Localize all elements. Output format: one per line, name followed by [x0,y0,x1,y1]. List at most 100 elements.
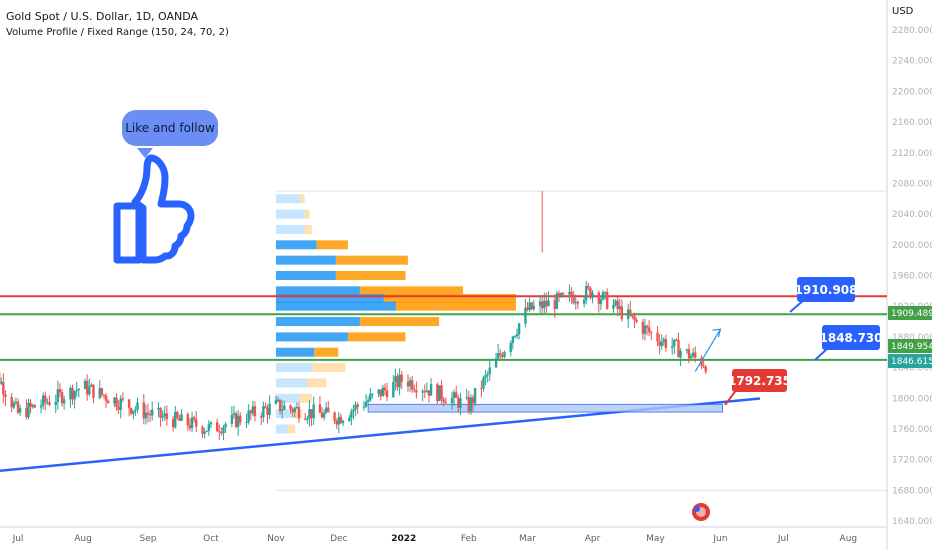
candle-body [27,402,30,418]
candle-body [159,407,162,418]
projection-arrow-head [712,328,722,338]
thumbs-up-shape [113,154,195,264]
candle-body [266,407,269,415]
profile-bar-down [304,209,310,219]
candle-body [142,402,146,419]
candle-body [421,391,424,393]
x-tick-label: Sep [140,534,157,544]
candle-body [438,385,441,402]
candle-body [348,417,351,421]
profile-bar-down [304,224,312,234]
price-badge-label: 1846.615 [891,357,932,367]
candle-body [509,343,512,353]
y-tick-label: 1680.000 [892,486,932,496]
candle-body [180,414,183,421]
candle-body [459,398,462,408]
candle-body [165,413,169,420]
candle-body [410,380,414,390]
candle-body [457,397,460,408]
x-tick-label: Mar [519,534,536,544]
candle-body [220,432,223,434]
candle-body [450,397,454,404]
indicator-label[interactable]: Volume Profile / Fixed Range (150, 24, 7… [6,27,229,38]
candle-body [561,293,565,295]
candle-body [222,427,225,434]
candle-body [134,409,137,411]
candle-body [18,408,22,413]
candle-body [46,402,49,404]
x-tick-label: Jul [12,534,24,544]
candle-body [620,306,624,320]
candle-body [647,327,651,333]
candle-body [406,381,410,387]
x-tick-label: 2022 [391,534,416,544]
candle-body [484,375,487,378]
candle-body [530,302,533,310]
candle-body [471,397,475,404]
profile-bar-down [316,240,348,250]
bubble-tail [137,148,153,158]
candle-body [482,377,485,389]
candle-body [612,304,615,309]
candle-body [88,386,91,395]
candle-body [174,411,177,428]
candle-body [427,390,431,396]
candle-body [77,388,81,391]
candle-body [132,410,135,414]
candle-body [473,388,477,404]
candle-body [117,407,120,410]
candle-body [394,376,397,382]
candle-body [685,349,689,351]
candle-body [515,333,519,337]
candle-body [576,301,580,304]
candle-body [274,399,278,404]
currency-label: USD [892,6,914,17]
candle-body [234,413,238,428]
candle-body [144,412,148,419]
x-tick-label: Jun [712,534,727,544]
profile-bar-down [307,378,327,388]
candle-body [62,399,66,404]
profile-bar-down [299,393,312,403]
candle-body [85,380,89,395]
candle-body [398,374,401,388]
candle-body [494,358,498,368]
candle-body [480,388,483,390]
candle-body [247,410,250,423]
candle-body [207,424,211,431]
candle-body [148,414,152,416]
candle-body [119,398,122,410]
candle-body [664,339,668,349]
candle-body [106,400,110,404]
candle-body [205,430,208,432]
candle-body [92,384,95,399]
candle-body [570,291,573,298]
candle-body [249,410,252,414]
candle-body [192,417,196,420]
candle-body [33,404,36,408]
chart-title: Gold Spot / U.S. Dollar, 1D, OANDA [6,10,199,23]
candle-body [511,336,515,344]
profile-bar-down [335,271,406,280]
candle-body [83,380,87,389]
callout-1910: 1910.908 [795,277,858,302]
candle-body [176,411,179,418]
candle-body [12,403,16,408]
candle-body [339,416,343,424]
profile-bar-up [275,271,336,280]
y-tick-label: 1840.000 [892,364,932,374]
candle-body [408,380,412,387]
candle-body [694,352,697,358]
thumbs-up-icon [113,148,195,264]
candle-body [532,305,536,310]
y-tick-label: 1720.000 [892,456,932,466]
candle-body [201,426,204,434]
x-tick-label: May [646,534,665,544]
candle-body [264,406,267,408]
candle-body [312,404,315,419]
candle-body [591,292,594,298]
profile-bar-up [275,209,305,219]
demand-zone [367,403,724,413]
y-tick-label: 2120.000 [892,149,932,159]
